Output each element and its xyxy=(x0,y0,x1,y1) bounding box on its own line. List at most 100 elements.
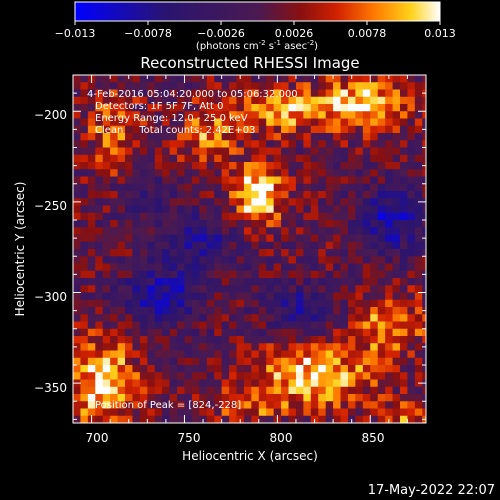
heatmap-pixel xyxy=(139,336,148,344)
heatmap-pixel xyxy=(132,118,141,127)
heatmap-pixel xyxy=(281,336,289,344)
heatmap-pixel xyxy=(340,125,349,134)
heatmap-pixel xyxy=(147,169,156,177)
heatmap-pixel xyxy=(377,147,386,156)
heatmap-pixel xyxy=(80,314,89,322)
heatmap-pixel xyxy=(422,423,430,431)
heatmap-pixel xyxy=(102,285,111,293)
heatmap-pixel xyxy=(251,191,260,199)
heatmap-pixel xyxy=(184,256,193,264)
heatmap-pixel xyxy=(385,394,393,402)
heatmap-pixel xyxy=(340,220,349,228)
heatmap-pixel xyxy=(377,307,386,315)
heatmap-pixel xyxy=(177,278,185,286)
heatmap-pixel xyxy=(430,169,438,177)
heatmap-pixel xyxy=(288,183,297,192)
heatmap-pixel xyxy=(214,307,223,315)
heatmap-pixel xyxy=(370,307,379,315)
heatmap-pixel xyxy=(266,328,275,337)
heatmap-pixel xyxy=(311,423,319,431)
heatmap-pixel xyxy=(273,227,282,235)
heatmap-pixel xyxy=(221,249,230,257)
heatmap-pixel xyxy=(295,314,304,322)
heatmap-pixel xyxy=(229,292,237,301)
heatmap-pixel xyxy=(95,154,104,163)
heatmap-pixel xyxy=(295,75,304,83)
heatmap-pixel xyxy=(273,125,282,134)
heatmap-pixel xyxy=(310,270,319,279)
heatmap-pixel xyxy=(318,350,327,359)
heatmap-pixel xyxy=(430,423,438,431)
heatmap-pixel xyxy=(303,118,312,127)
heatmap-pixel xyxy=(333,89,341,98)
heatmap-pixel xyxy=(95,357,104,366)
heatmap-pixel xyxy=(169,234,178,243)
heatmap-pixel xyxy=(281,154,289,163)
heatmap-pixel xyxy=(117,125,126,134)
heatmap-pixel xyxy=(73,133,81,141)
heatmap-pixel xyxy=(132,205,141,214)
heatmap-pixel xyxy=(295,212,304,221)
heatmap-pixel xyxy=(154,111,163,119)
heatmap-pixel xyxy=(288,408,297,417)
heatmap-pixel xyxy=(281,343,289,351)
heatmap-pixel xyxy=(117,401,126,409)
heatmap-pixel xyxy=(377,285,386,293)
heatmap-pixel xyxy=(303,343,312,351)
heatmap-pixel xyxy=(102,415,111,423)
heatmap-pixel xyxy=(73,328,81,337)
heatmap-pixel xyxy=(295,191,304,199)
heatmap-pixel xyxy=(333,191,341,199)
heatmap-pixel xyxy=(281,256,289,264)
heatmap-pixel xyxy=(347,234,356,243)
heatmap-pixel xyxy=(80,125,89,134)
heatmap-pixel xyxy=(325,234,334,243)
heatmap-pixel xyxy=(102,241,111,250)
heatmap-pixel xyxy=(236,350,245,359)
heatmap-pixel xyxy=(399,205,408,214)
heatmap-pixel xyxy=(347,401,356,409)
heatmap-pixel xyxy=(430,358,438,366)
heatmap-pixel xyxy=(370,256,379,264)
heatmap-pixel xyxy=(362,343,371,351)
heatmap-pixel xyxy=(236,249,245,257)
heatmap-pixel xyxy=(102,394,111,402)
heatmap-pixel xyxy=(229,386,237,395)
heatmap-pixel xyxy=(310,401,319,409)
heatmap-pixel xyxy=(266,140,275,148)
heatmap-pixel xyxy=(214,350,223,359)
heatmap-pixel xyxy=(347,343,356,351)
heatmap-pixel xyxy=(340,205,349,214)
heatmap-pixel xyxy=(251,307,260,315)
heatmap-pixel xyxy=(184,133,193,141)
heatmap-pixel xyxy=(333,357,341,366)
x-tick-label: 700 xyxy=(86,431,109,445)
heatmap-pixel xyxy=(347,357,356,366)
heatmap-pixel xyxy=(243,198,252,206)
heatmap-pixel xyxy=(333,249,341,257)
heatmap-pixel xyxy=(377,350,386,359)
heatmap-pixel xyxy=(177,357,185,366)
heatmap-pixel xyxy=(154,299,163,308)
heatmap-pixel xyxy=(154,104,163,112)
heatmap-pixel xyxy=(251,292,260,301)
heatmap-pixel xyxy=(169,314,178,322)
heatmap-pixel xyxy=(236,212,245,221)
heatmap-pixel xyxy=(355,75,364,83)
heatmap-pixel xyxy=(407,104,416,112)
heatmap-pixel xyxy=(154,191,163,199)
heatmap-pixel xyxy=(303,328,312,337)
heatmap-pixel xyxy=(385,270,393,279)
heatmap-pixel xyxy=(169,365,178,373)
heatmap-pixel xyxy=(273,198,282,206)
heatmap-pixel xyxy=(199,336,208,344)
heatmap-pixel xyxy=(132,415,141,423)
heatmap-pixel xyxy=(430,162,438,170)
heatmap-pixel xyxy=(125,328,133,337)
heatmap-pixel xyxy=(385,350,393,359)
heatmap-pixel xyxy=(199,205,208,214)
heatmap-pixel xyxy=(414,343,423,351)
heatmap-pixel xyxy=(221,292,230,301)
heatmap-pixel xyxy=(147,386,156,395)
heatmap-pixel xyxy=(281,328,289,337)
